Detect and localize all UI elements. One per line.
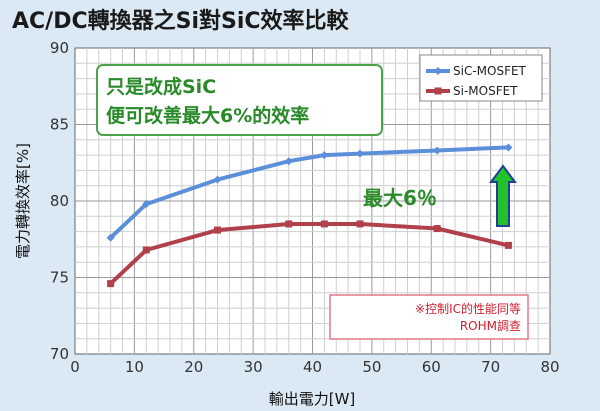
x-tick-label: 30 [244,358,263,376]
series-si-mosfet [107,220,512,288]
arrow-label: 最大6％ [363,186,437,210]
chart-title: AC/DC轉換器之Si對SiC效率比較 [12,8,350,34]
x-tick-label: 20 [184,358,203,376]
y-axis-label: 電力轉換效率[%] [14,143,32,259]
y-axis-ticks: 70 75 80 85 90 [50,39,69,363]
series-sic-mosfet [106,143,513,242]
x-axis-ticks: 0 10 20 30 40 50 60 70 80 [70,358,559,376]
callout-line-2: 便可改善最大6%的效率 [106,104,309,127]
y-tick-label: 75 [50,269,69,287]
x-tick-label: 0 [70,358,80,376]
x-tick-label: 70 [481,358,500,376]
note-line-2: ROHM調查 [460,319,521,333]
y-tick-label: 90 [50,39,69,57]
data-point [214,226,221,234]
data-point [320,220,328,228]
data-point [504,143,513,152]
legend-label: SiC-MOSFET [453,64,527,78]
x-tick-label: 50 [362,358,381,376]
note-box: ※控制IC的性能同等 ROHM調查 [329,294,529,340]
legend-marker [434,87,442,95]
data-point [356,220,364,228]
data-point [284,157,293,166]
data-point [142,246,150,254]
y-tick-label: 80 [50,192,69,210]
callout-box: 只是改成SiC 便可改善最大6%的效率 [96,64,383,136]
data-point [142,200,151,209]
callout-box-frame [96,64,383,136]
x-tick-label: 60 [422,358,441,376]
x-tick-label: 80 [540,358,559,376]
data-point [356,149,364,158]
legend-marker [434,67,442,75]
note-line-1: ※控制IC的性能同等 [415,301,521,316]
data-point [504,241,512,249]
data-point [320,151,329,160]
x-tick-label: 10 [125,358,144,376]
series-layer [106,143,513,288]
data-point [433,225,441,233]
note-box-frame [329,294,529,340]
y-tick-label: 85 [50,116,69,134]
legend-label: Si-MOSFET [453,84,518,98]
legend: SiC-MOSFET Si-MOSFET [419,54,543,102]
data-point [107,280,115,288]
x-axis-label: 輸出電力[W] [269,390,356,408]
series-line [109,222,509,286]
improvement-arrow [489,164,517,227]
data-point [285,220,293,228]
data-point [213,175,222,184]
x-tick-label: 40 [303,358,322,376]
y-tick-label: 70 [50,345,69,363]
data-point [106,233,115,242]
data-point [433,146,442,155]
callout-line-1: 只是改成SiC [106,75,216,98]
series-line [109,145,509,240]
